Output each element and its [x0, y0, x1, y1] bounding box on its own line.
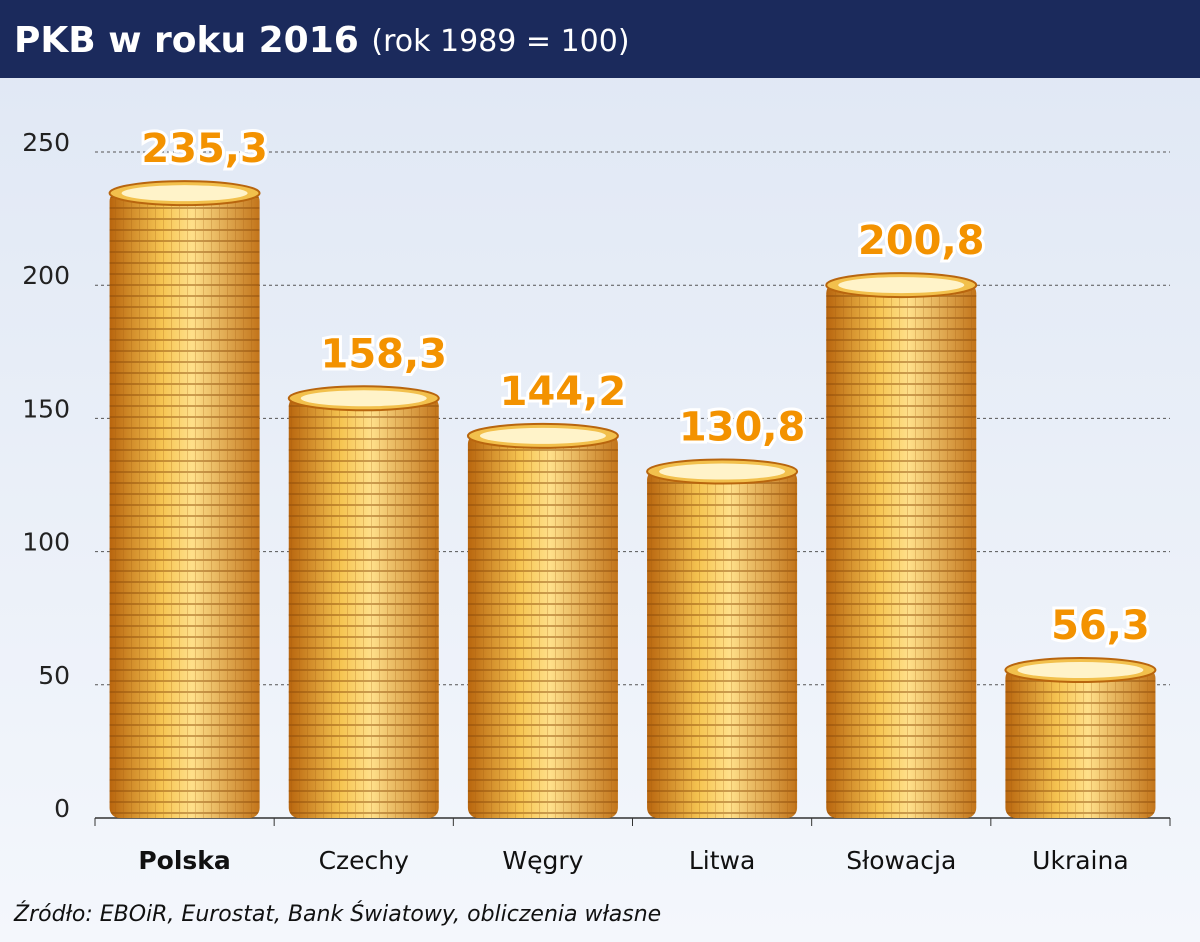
coin-face — [1017, 662, 1144, 679]
value-label: 130,8 — [679, 405, 806, 451]
coin-face — [300, 390, 427, 407]
value-label: 144,2 — [500, 369, 627, 415]
title: PKB w roku 2016 — [14, 20, 359, 61]
value-label: 56,3 — [1051, 603, 1150, 649]
x-tick-label: Polska — [138, 846, 230, 875]
chart-title: PKB w roku 2016 (rok 1989 = 100) — [14, 20, 630, 61]
y-tick-label: 200 — [22, 261, 70, 290]
coin-face — [121, 185, 248, 202]
coin-ridges — [467, 433, 618, 818]
y-tick-label: 250 — [22, 128, 70, 157]
x-tick-label: Czechy — [319, 846, 410, 875]
coin-face — [838, 277, 965, 294]
x-tick-label: Ukraina — [1032, 846, 1128, 875]
header-band — [0, 0, 1200, 78]
y-tick-label: 50 — [38, 661, 70, 690]
subtitle: (rok 1989 = 100) — [371, 24, 629, 59]
coin-ridges — [109, 191, 260, 819]
x-tick-label: Węgry — [502, 846, 583, 875]
value-label: 235,3 — [141, 126, 268, 172]
source: Źródło: EBOiR, Eurostat, Bank Światowy, … — [13, 901, 661, 927]
y-tick-label: 100 — [22, 528, 70, 557]
x-tick-label: Słowacja — [846, 846, 956, 875]
coin-face — [659, 463, 786, 480]
x-tick-label: Litwa — [689, 846, 755, 875]
y-tick-label: 0 — [54, 794, 70, 823]
coin-ridges — [826, 283, 977, 818]
coin-ridges — [647, 469, 798, 818]
value-label: 158,3 — [320, 331, 447, 377]
value-label: 200,8 — [858, 218, 985, 264]
coin-face — [479, 427, 606, 444]
coin-ridges — [1005, 668, 1156, 818]
coin-ridges — [288, 396, 439, 818]
y-tick-label: 150 — [22, 394, 70, 423]
